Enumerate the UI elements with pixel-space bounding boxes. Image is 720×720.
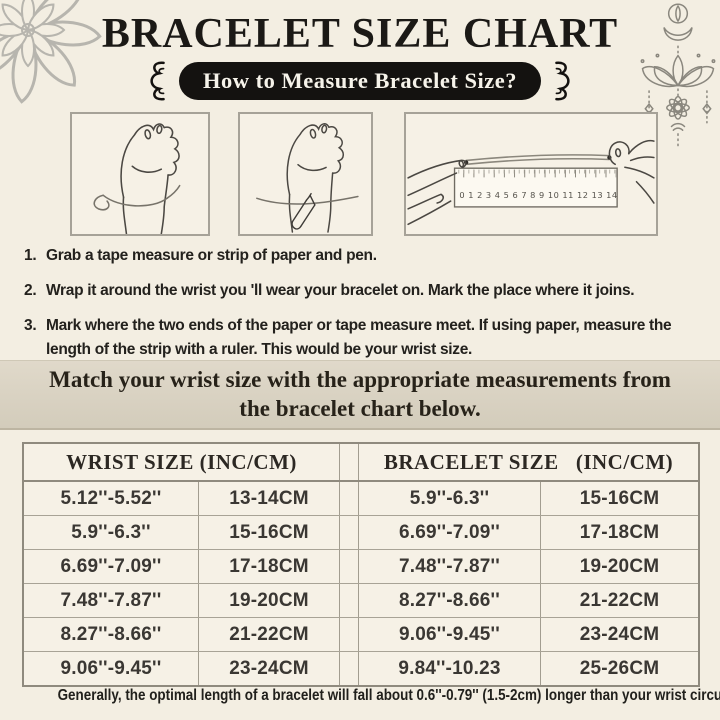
bracelet-cm: 21-22CM	[540, 584, 698, 617]
table-row: 7.48''-7.87'' 19-20CM 8.27''-8.66'' 21-2…	[24, 583, 698, 617]
table-row: 8.27''-8.66'' 21-22CM 9.06''-9.45'' 23-2…	[24, 617, 698, 651]
column-spacer	[339, 584, 359, 617]
wrist-inches: 5.9''-6.3''	[71, 521, 151, 543]
bracelet-cm: 15-16CM	[540, 482, 698, 515]
wrist-cm: 17-18CM	[198, 550, 339, 583]
instruction-list: 1. Grab a tape measure or strip of paper…	[24, 244, 708, 373]
bracelet-inches: 6.69''-7.09''	[399, 521, 500, 543]
bracelet-inches: 8.27''-8.66''	[399, 589, 500, 611]
bracelet-inches: 7.48''-7.87''	[399, 555, 500, 577]
table-row: 9.06''-9.45'' 23-24CM 9.84''-10.23 25-26…	[24, 651, 698, 685]
wrist-inches: 9.06''-9.45''	[60, 657, 162, 679]
wrist-size-header: WRIST SIZE (INC/CM)	[66, 449, 297, 474]
bracelet-cm: 17-18CM	[540, 516, 698, 549]
column-spacer	[339, 516, 359, 549]
table-row: 5.12''-5.52'' 13-14CM 5.9''-6.3'' 15-16C…	[24, 482, 698, 515]
how-to-measure-badge: How to Measure Bracelet Size?	[179, 62, 541, 100]
corner-flower-ornament-icon	[0, 0, 102, 104]
wrist-cm: 19-20CM	[198, 584, 339, 617]
bracelet-inches: 5.9''-6.3''	[409, 487, 490, 509]
step-number: 1.	[24, 247, 37, 264]
curly-swirl-ornament-left-icon	[150, 61, 165, 101]
bracelet-inches: 9.06''-9.45''	[399, 623, 500, 645]
column-spacer	[339, 550, 359, 583]
table-row: 5.9''-6.3'' 15-16CM 6.69''-7.09'' 17-18C…	[24, 515, 698, 549]
hanging-lotus-ornament-icon	[640, 3, 716, 148]
table-row: 6.69''-7.09'' 17-18CM 7.48''-7.87'' 19-2…	[24, 549, 698, 583]
column-spacer	[339, 482, 359, 515]
page-title: BRACELET SIZE CHART	[101, 11, 619, 57]
wrist-cm: 21-22CM	[198, 618, 339, 651]
wrist-inches: 6.69''-7.09''	[60, 555, 162, 577]
instruction-step-2: 2. Wrap it around the wrist you 'll wear…	[24, 279, 708, 303]
fist-with-tape-illustration	[70, 112, 210, 236]
subtitle-row: How to Measure Bracelet Size?	[0, 60, 720, 102]
wrist-inches: 8.27''-8.66''	[60, 623, 162, 645]
ruler-numbers: 0 1 2 3 4 5 6 7 8 9 10 11 12 13 14	[459, 190, 617, 200]
size-table: WRIST SIZE (INC/CM) BRACELET SIZE (INC/C…	[22, 442, 700, 687]
step-text: Mark where the two ends of the paper or …	[46, 317, 672, 359]
bracelet-cm: 23-24CM	[540, 618, 698, 651]
fist-marking-with-pen-illustration	[238, 112, 373, 236]
match-size-banner: Match your wrist size with the appropria…	[0, 360, 720, 430]
wrist-cm: 13-14CM	[198, 482, 339, 515]
column-spacer	[339, 652, 359, 685]
step-number: 3.	[24, 317, 37, 335]
bracelet-size-header: BRACELET SIZE (INC/CM)	[383, 449, 674, 474]
column-spacer	[339, 618, 359, 651]
step-text: Wrap it around the wrist you 'll wear yo…	[46, 282, 635, 300]
step-number: 2.	[24, 282, 37, 300]
instruction-step-3: 3. Mark where the two ends of the paper …	[24, 314, 708, 362]
footer-note: Generally, the optimal length of a brace…	[57, 687, 720, 704]
step-text: Grab a tape measure or strip of paper an…	[46, 247, 377, 264]
instruction-step-1: 1. Grab a tape measure or strip of paper…	[24, 244, 708, 268]
curly-swirl-ornament-right-icon	[555, 61, 570, 101]
bracelet-inches: 9.84''-10.23	[398, 657, 501, 679]
table-header-row: WRIST SIZE (INC/CM) BRACELET SIZE (INC/C…	[24, 444, 698, 482]
wrist-cm: 15-16CM	[198, 516, 339, 549]
bracelet-cm: 25-26CM	[540, 652, 698, 685]
wrist-inches: 7.48''-7.87''	[60, 589, 162, 611]
wrist-cm: 23-24CM	[198, 652, 339, 685]
banner-text: Match your wrist size with the appropria…	[49, 366, 671, 421]
wrist-inches: 5.12''-5.52''	[60, 487, 162, 509]
measuring-strip-with-ruler-illustration: 0 1 2 3 4 5 6 7 8 9 10 11 12 13 14	[404, 112, 658, 236]
bracelet-cm: 19-20CM	[540, 550, 698, 583]
column-spacer	[339, 444, 359, 480]
